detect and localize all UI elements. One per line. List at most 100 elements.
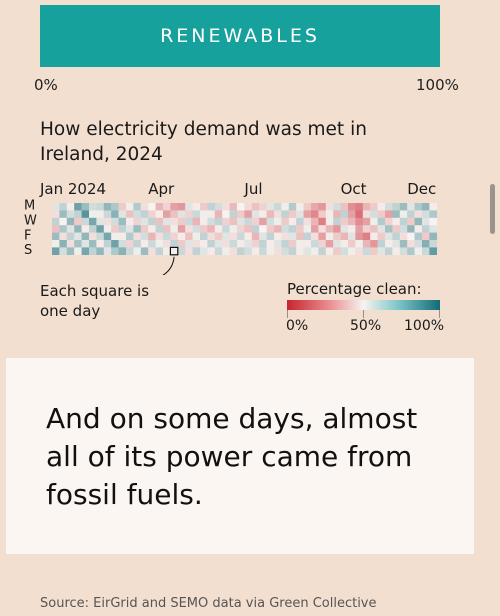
heatmap-day-cell <box>74 232 82 241</box>
heatmap-day-cell <box>422 217 430 226</box>
heatmap-day-cell <box>133 217 141 226</box>
callout-card: And on some days, almost all of its powe… <box>6 358 474 554</box>
heatmap-day-cell <box>311 240 319 248</box>
heatmap-day-cell <box>377 225 386 233</box>
heatmap-day-cell <box>81 232 90 241</box>
heatmap-day-cell <box>200 240 208 248</box>
heatmap-day-cell <box>266 210 275 218</box>
heatmap-day-cell <box>333 232 341 241</box>
heatmap-day-cell <box>288 203 297 211</box>
heatmap-day-cell <box>74 210 82 218</box>
heatmap-day-cell <box>422 210 430 218</box>
heatmap-day-cell <box>274 247 282 255</box>
heatmap-day-cell <box>126 225 134 233</box>
heatmap-day-cell <box>163 203 171 211</box>
heatmap-day-cell <box>333 225 341 233</box>
heatmap-day-cell <box>81 217 90 226</box>
heatmap-day-cell <box>66 217 75 226</box>
heatmap-day-cell <box>407 232 415 241</box>
heatmap-day-cell <box>281 232 289 241</box>
heatmap-day-cell <box>155 217 164 226</box>
page-scrollbar[interactable] <box>490 184 495 234</box>
heatmap-day-cell <box>96 232 104 241</box>
heatmap-day-cell <box>126 203 134 211</box>
heatmap-day-cell <box>244 240 252 248</box>
heatmap-day-cell <box>303 203 312 211</box>
heatmap-day-cell <box>259 225 267 233</box>
heatmap-day-cell <box>244 225 252 233</box>
heatmap-day-cell <box>333 203 341 211</box>
heatmap-day-cell <box>355 217 363 226</box>
heatmap-day-cell <box>355 232 363 241</box>
heatmap-day-cell <box>392 203 400 211</box>
legend-tick-100 <box>439 310 440 318</box>
heatmap-day-cell <box>118 247 127 255</box>
heatmap-day-cell <box>148 247 156 255</box>
heatmap-day-cell <box>155 247 164 255</box>
heatmap-day-cell <box>111 225 119 233</box>
heatmap-day-cell <box>177 225 186 233</box>
heatmap-day-cell <box>170 217 178 226</box>
heatmap-day-cell <box>140 203 149 211</box>
heatmap-day-cell <box>414 240 423 248</box>
heatmap-day-cell <box>325 232 334 241</box>
heatmap-day-cell <box>414 210 423 218</box>
heatmap-day-cell <box>333 247 341 255</box>
heatmap-day-cell <box>325 203 334 211</box>
heatmap-day-cell <box>340 225 349 233</box>
heatmap-day-cell <box>385 225 393 233</box>
heatmap-day-cell <box>422 240 430 248</box>
heatmap-day-cell <box>355 225 363 233</box>
heatmap-day-cell <box>59 210 67 218</box>
heatmap-day-cell <box>170 210 178 218</box>
heatmap-day-cell <box>429 225 437 233</box>
heatmap-day-cell <box>281 247 289 255</box>
heatmap-day-cell <box>118 232 127 241</box>
heatmap-day-cell <box>311 217 319 226</box>
chart-title: How electricity demand was met in Irelan… <box>40 119 367 165</box>
heatmap-day-cell <box>370 217 378 226</box>
heatmap-day-cell <box>377 232 386 241</box>
heatmap-day-cell <box>207 247 215 255</box>
heatmap-day-cell <box>377 247 386 255</box>
heatmap-day-cell <box>259 247 267 255</box>
heatmap-day-cell <box>407 210 415 218</box>
heatmap-day-cell <box>266 232 275 241</box>
heatmap-day-cell <box>259 217 267 226</box>
heatmap-day-cell <box>96 203 104 211</box>
heatmap-day-cell <box>362 240 371 248</box>
heatmap-day-cell <box>214 240 223 248</box>
callout-text: And on some days, almost all of its powe… <box>46 402 418 511</box>
heatmap-day-cell <box>155 240 164 248</box>
heatmap-day-cell <box>244 217 252 226</box>
heatmap-day-cell <box>325 217 334 226</box>
heatmap-day-cell <box>185 210 193 218</box>
heatmap-day-cell <box>177 210 186 218</box>
heatmap-day-cell <box>96 217 104 226</box>
heatmap-day-cell <box>89 203 97 211</box>
heatmap-day-cell <box>111 232 119 241</box>
heatmap-day-cell <box>362 247 371 255</box>
heatmap-day-cell <box>133 210 141 218</box>
heatmap-day-cell <box>414 232 423 241</box>
heatmap-day-cell <box>103 240 112 248</box>
heatmap-day-cell <box>355 240 363 248</box>
heatmap-day-cell <box>251 232 260 241</box>
legend-label-0: 0% <box>286 318 309 334</box>
heatmap-day-cell <box>399 247 408 255</box>
heatmap-day-cell <box>429 203 437 211</box>
heatmap-day-cell <box>96 247 104 255</box>
heatmap-day-cell <box>333 210 341 218</box>
heatmap-day-cell <box>118 217 127 226</box>
x-tick-label: Jan 2024 <box>39 180 106 198</box>
heatmap-day-cell <box>311 203 319 211</box>
heatmap-day-cell <box>148 217 156 226</box>
heatmap-day-cell <box>103 232 112 241</box>
heatmap-day-cell <box>148 225 156 233</box>
heatmap-day-cell <box>200 232 208 241</box>
heatmap-day-cell <box>185 225 193 233</box>
heatmap-day-cell <box>103 203 112 211</box>
heatmap-day-cell <box>163 232 171 241</box>
heatmap-day-cell <box>414 217 423 226</box>
heatmap-day-cell <box>229 203 238 211</box>
